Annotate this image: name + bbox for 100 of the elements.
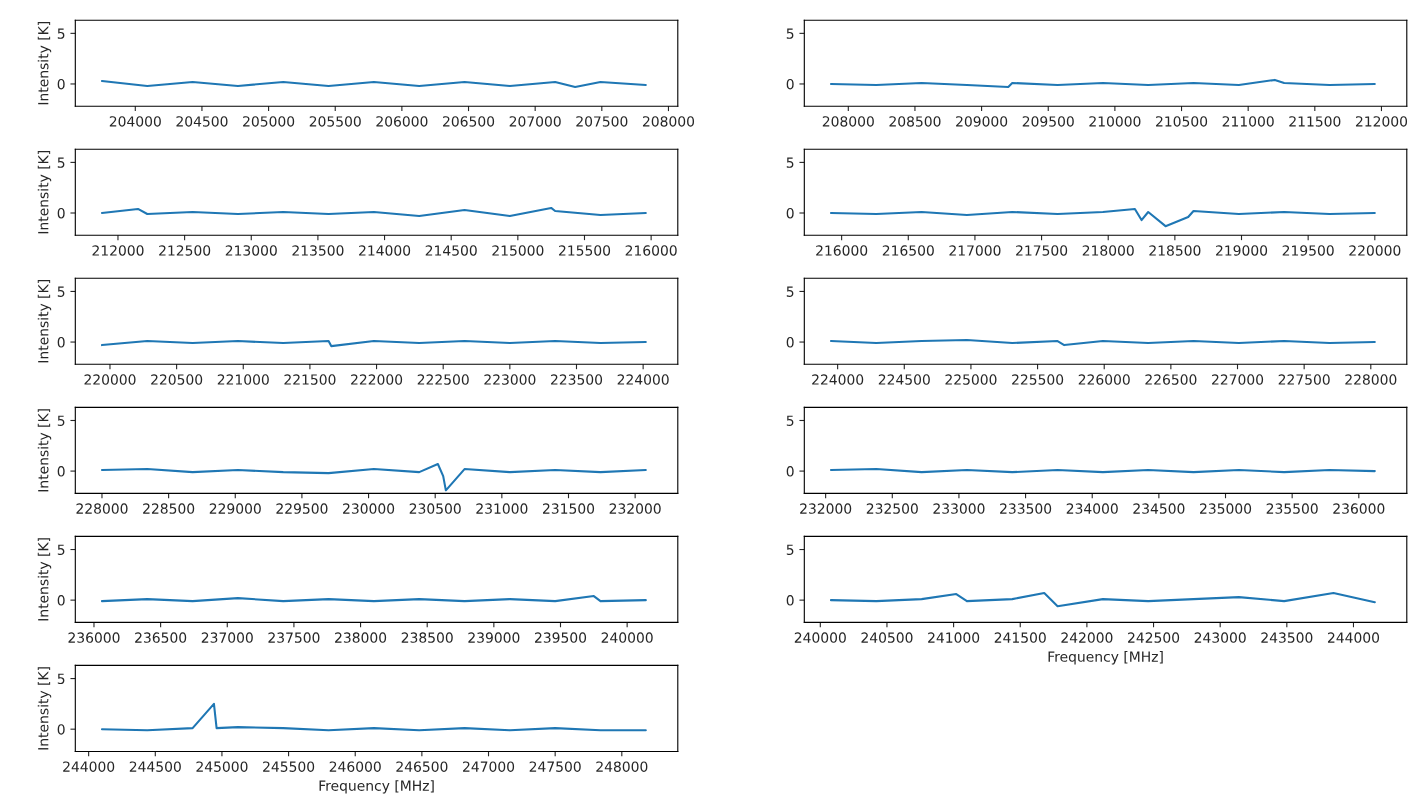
y-tick-label: 0 [786,207,794,219]
x-tick-label: 227500 [1278,374,1330,385]
x-tick-label: 233500 [1000,503,1052,514]
line-series [100,206,647,218]
x-tick-label: 212500 [159,245,211,256]
x-tick-label: 207500 [576,116,628,127]
y-tick-label: 5 [786,415,794,426]
y-tick-label: 5 [57,28,65,39]
x-tick-label: 244500 [129,761,181,772]
x-tick-label: 241000 [928,632,980,643]
x-tick-label: 246500 [396,761,448,772]
x-tick-label: 237500 [268,632,320,643]
x-tick-label: 240000 [601,632,653,643]
y-tick-label: 0 [57,466,65,477]
x-tick-label: 209000 [956,116,1008,127]
x-tick-label: 212000 [1355,116,1408,127]
x-tick-label: 223500 [551,374,603,385]
x-tick-label: 234000 [1066,503,1118,514]
x-tick-label: 206500 [443,116,495,127]
x-tick-label: 230500 [409,503,461,514]
x-tick-label: 205500 [309,116,361,127]
x-tick-label: 204500 [176,116,228,127]
y-tick-label: 5 [57,415,65,426]
y-tick-label: 5 [57,544,65,555]
y-tick-label: 0 [57,337,65,348]
x-tick-label: 210500 [1156,116,1208,127]
x-tick-label: 242500 [1128,632,1180,643]
y-tick-label: 5 [786,28,794,39]
x-tick-label: 224000 [812,374,864,385]
x-tick-label: 218500 [1149,245,1201,256]
x-tick-label: 215000 [492,245,544,256]
x-tick-label: 213000 [225,245,277,256]
x-tick-label: 235500 [1266,503,1318,514]
x-tick-label: 212000 [92,245,144,256]
x-tick-label: 227000 [1212,374,1264,385]
y-tick-label: 5 [57,286,65,297]
y-tick-label: 5 [786,157,794,168]
y-tick-label: 5 [57,673,65,685]
x-tick-label: 232000 [800,503,852,514]
x-tick-label: 231000 [476,503,528,514]
x-tick-label: 211500 [1289,116,1341,127]
x-tick-label: 241500 [994,632,1046,643]
x-tick-label: 247500 [529,761,581,772]
x-tick-label: 220000 [1349,245,1401,256]
x-tick-label: 226000 [1078,374,1130,385]
x-tick-label: 224000 [617,374,669,385]
x-tick-label: 239000 [468,632,520,643]
x-tick-label: 224500 [878,374,930,385]
x-tick-label: 226500 [1145,374,1197,385]
x-tick-label: 207000 [509,116,561,127]
x-tick-label: 205000 [243,116,295,127]
x-tick-label: 225500 [1012,374,1064,385]
line-series [829,207,1376,228]
y-axis-title: Intensity [K] [37,22,52,105]
line-series [100,462,647,492]
y-axis-title: Intensity [K] [37,409,52,492]
x-tick-label: 236500 [135,632,187,643]
x-tick-label: 240500 [861,632,913,643]
x-tick-label: 228000 [1345,374,1397,385]
x-tick-label: 217500 [1016,245,1068,256]
x-tick-label: 245000 [196,761,248,772]
x-tick-label: 208500 [889,116,941,127]
y-tick-label: 0 [786,595,794,606]
x-axis-title: Frequency [MHz] [1048,651,1163,665]
x-tick-label: 240000 [794,632,846,643]
x-tick-label: 222500 [417,374,469,385]
x-tick-label: 216000 [625,245,677,256]
x-tick-label: 229000 [209,503,261,514]
y-tick-label: 0 [57,78,65,90]
y-tick-label: 5 [57,157,65,168]
x-tick-label: 215500 [558,245,611,256]
line-series [829,592,1376,608]
x-tick-label: 206000 [376,116,428,127]
x-tick-label: 243500 [1261,632,1313,643]
x-tick-label: 245500 [263,761,315,772]
x-tick-label: 228000 [76,503,128,514]
y-axis-title: Intensity [K] [37,667,52,750]
x-tick-label: 244000 [63,761,115,772]
y-tick-label: 0 [57,207,65,219]
x-tick-label: 220500 [151,374,203,385]
x-tick-label: 236000 [1333,503,1385,514]
x-tick-label: 239500 [535,632,587,643]
y-axis-title: Intensity [K] [37,151,52,234]
y-tick-label: 5 [786,286,794,297]
x-axis-title: Frequency [MHz] [319,780,434,794]
y-tick-label: 0 [786,337,794,348]
x-tick-label: 221500 [284,374,336,385]
x-tick-label: 242000 [1061,632,1113,643]
x-tick-label: 238000 [335,632,387,643]
line-series [829,78,1376,89]
y-tick-label: 5 [786,544,794,555]
x-tick-label: 236000 [68,632,120,643]
x-tick-label: 228500 [143,503,195,514]
x-tick-label: 230000 [343,503,395,514]
x-tick-label: 217000 [949,245,1001,256]
x-tick-label: 248000 [596,761,648,772]
x-tick-label: 237000 [201,632,253,643]
x-tick-label: 247000 [463,761,515,772]
x-tick-label: 216500 [882,245,934,256]
y-axis-title: Intensity [K] [37,280,52,363]
